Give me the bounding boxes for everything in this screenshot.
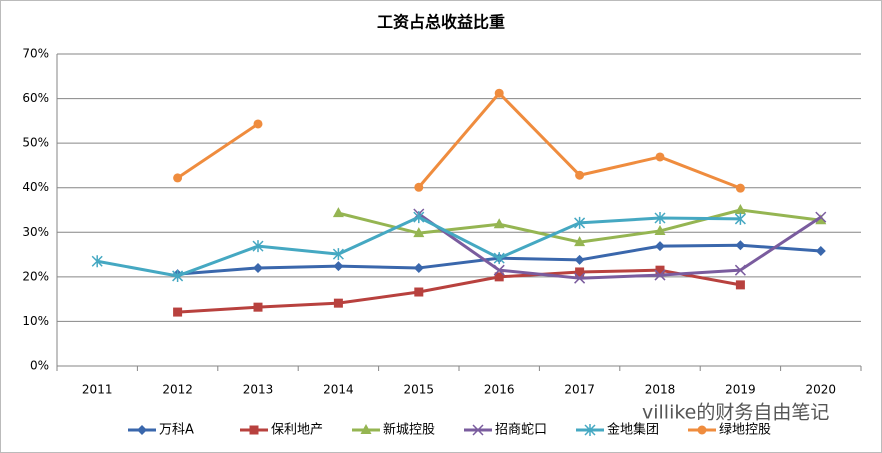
data-point	[332, 207, 344, 218]
watermark: villike的财务自由笔记	[642, 402, 829, 424]
data-point	[493, 264, 505, 276]
data-point	[574, 236, 586, 247]
data-point	[574, 272, 586, 284]
data-point	[574, 254, 585, 265]
y-tick-label: 60%	[22, 91, 49, 105]
y-tick-label: 40%	[22, 180, 49, 194]
x-tick-label: 2012	[162, 383, 193, 397]
y-tick-label: 20%	[22, 269, 49, 283]
data-point	[253, 262, 263, 273]
y-tick-label: 10%	[22, 314, 49, 328]
y-tick-label: 30%	[22, 225, 49, 239]
x-tick-label: 2014	[323, 383, 354, 397]
data-point	[253, 119, 263, 129]
data-point	[414, 287, 424, 297]
x-tick-label: 2015	[404, 383, 435, 397]
chart-title: 工资占总收益比重	[377, 13, 505, 32]
series-line	[177, 268, 741, 314]
data-point	[575, 170, 585, 180]
x-tick-label: 2017	[564, 383, 595, 397]
data-point	[654, 269, 666, 281]
legend-label: 新城控股	[383, 422, 435, 438]
data-point	[735, 183, 745, 193]
data-point	[414, 182, 424, 192]
legend-marker	[360, 424, 372, 434]
data-point	[413, 227, 425, 238]
data-point	[655, 265, 665, 275]
data-point	[91, 255, 103, 268]
data-point	[333, 261, 344, 272]
legend-label: 金地集团	[607, 422, 659, 438]
legend-label: 绿地控股	[719, 423, 771, 438]
data-point	[654, 224, 666, 235]
legend-label: 保利地产	[271, 423, 323, 438]
data-point	[734, 264, 746, 276]
data-point	[332, 248, 344, 261]
legend-label: 万科A	[159, 423, 194, 438]
data-point	[815, 214, 827, 225]
y-tick-label: 50%	[22, 136, 49, 150]
data-point	[173, 307, 183, 317]
data-point	[815, 246, 826, 257]
data-point	[252, 240, 264, 253]
data-point	[575, 267, 585, 277]
data-point	[494, 272, 504, 282]
series-line	[417, 212, 822, 280]
data-point	[734, 204, 746, 214]
data-point	[654, 212, 666, 225]
legend-marker	[697, 425, 707, 435]
y-tick-label: 0%	[30, 359, 49, 373]
legend-marker	[137, 425, 147, 435]
data-point	[253, 302, 263, 312]
data-point	[413, 262, 424, 273]
x-tick-label: 2020	[806, 383, 837, 397]
data-point	[493, 218, 505, 229]
data-point	[333, 298, 343, 308]
data-point	[655, 241, 665, 252]
data-point	[172, 269, 184, 282]
legend-marker	[472, 424, 484, 436]
data-point	[815, 211, 827, 223]
legend-label: 招商蛇口	[495, 423, 547, 438]
data-point	[734, 212, 746, 225]
data-point	[735, 280, 745, 290]
data-point	[413, 211, 425, 224]
x-tick-label: 2016	[484, 383, 515, 397]
legend-marker	[249, 425, 259, 435]
data-point	[735, 240, 746, 251]
legend-marker	[584, 424, 596, 436]
x-tick-label: 2018	[645, 383, 676, 397]
data-point	[655, 152, 665, 162]
y-tick-label: 70%	[22, 47, 49, 61]
x-tick-label: 2013	[243, 383, 274, 397]
data-point	[173, 173, 183, 183]
data-point	[574, 216, 586, 229]
x-tick-label: 2011	[82, 383, 113, 397]
x-tick-label: 2019	[725, 383, 756, 397]
data-point	[494, 88, 504, 98]
data-point	[493, 252, 505, 265]
